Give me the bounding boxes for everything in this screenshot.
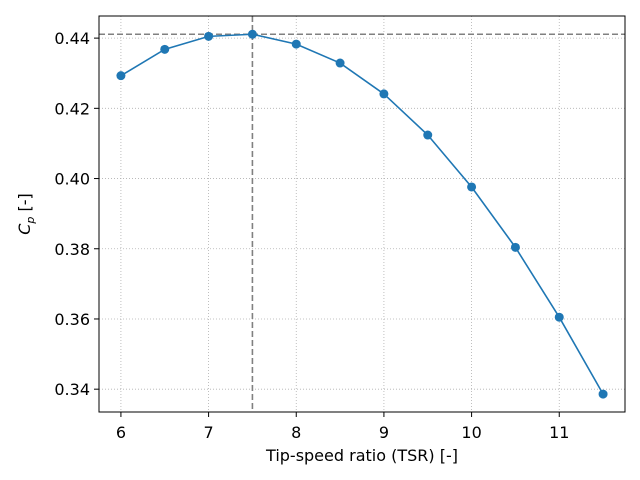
data-point (160, 44, 170, 54)
x-tick-label: 9 (379, 423, 389, 442)
data-point (116, 71, 126, 81)
y-axis-label-main: C (15, 223, 34, 235)
series-line (120, 33, 604, 395)
x-axis-label: Tip-speed ratio (TSR) [-] (265, 446, 458, 465)
data-point (247, 29, 257, 39)
data-point (423, 130, 433, 140)
data-point (467, 182, 477, 192)
data-point (335, 58, 345, 68)
data-point (291, 39, 301, 49)
grid (99, 16, 625, 412)
x-axis-ticks: 6 7 8 9 10 11 (116, 412, 569, 442)
x-tick-label: 7 (203, 423, 213, 442)
data-point (379, 89, 389, 99)
data-point (510, 242, 520, 252)
reference-lines (99, 16, 625, 412)
y-tick-label: 0.44 (54, 29, 90, 48)
y-axis-label-sub: p (24, 217, 37, 225)
series (116, 29, 608, 399)
y-axis-label: Cp [-] (15, 193, 37, 235)
y-tick-label: 0.34 (54, 380, 90, 399)
plot-frame (98, 15, 626, 413)
x-tick-label: 10 (461, 423, 481, 442)
y-tick-label: 0.40 (54, 170, 90, 189)
y-tick-label: 0.42 (54, 99, 90, 118)
data-point (598, 389, 608, 399)
data-point (204, 31, 214, 41)
y-tick-label: 0.38 (54, 240, 90, 259)
x-tick-label: 8 (291, 423, 301, 442)
x-tick-label: 6 (116, 423, 126, 442)
y-axis-ticks: 0.34 0.36 0.38 0.40 0.42 0.44 (54, 29, 99, 399)
x-tick-label: 11 (549, 423, 569, 442)
y-axis-label-suffix: [-] (15, 193, 34, 216)
y-tick-label: 0.36 (54, 310, 90, 329)
data-point (554, 312, 564, 322)
